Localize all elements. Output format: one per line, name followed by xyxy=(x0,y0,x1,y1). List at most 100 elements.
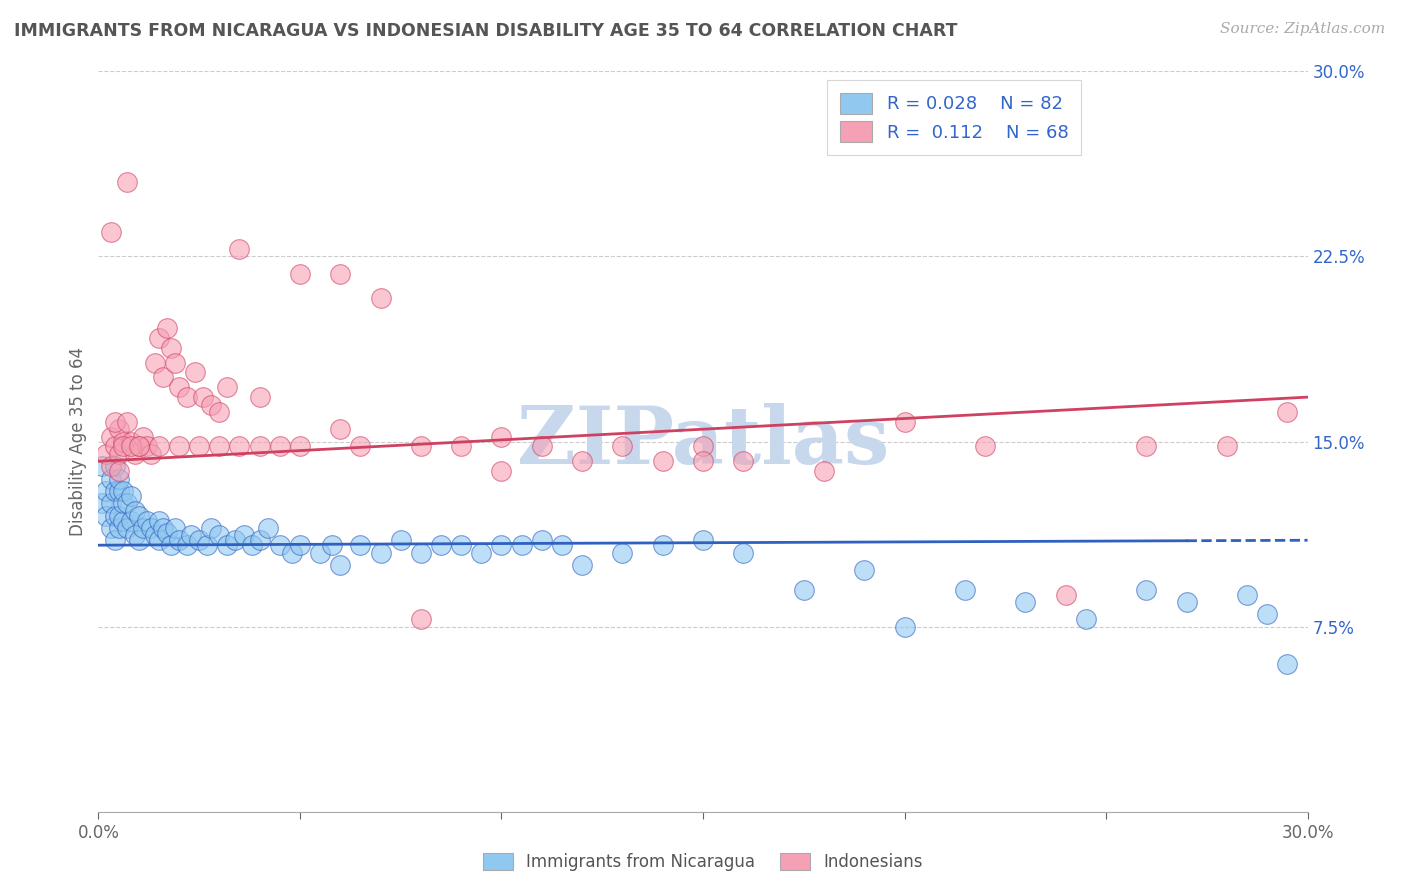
Point xyxy=(195,538,218,552)
Point xyxy=(107,464,129,478)
Point xyxy=(491,429,513,443)
Point xyxy=(180,528,202,542)
Point xyxy=(152,370,174,384)
Point xyxy=(651,538,673,552)
Point xyxy=(135,514,157,528)
Point xyxy=(139,521,162,535)
Point xyxy=(143,355,166,369)
Point xyxy=(692,440,714,454)
Point xyxy=(470,546,492,560)
Point xyxy=(893,415,915,429)
Point xyxy=(288,267,311,281)
Point xyxy=(100,225,122,239)
Point xyxy=(450,440,472,454)
Point xyxy=(96,508,118,523)
Point xyxy=(111,496,134,510)
Point xyxy=(612,440,634,454)
Point xyxy=(249,390,271,404)
Text: ZIPatlas: ZIPatlas xyxy=(517,402,889,481)
Point xyxy=(107,483,129,498)
Point xyxy=(100,459,122,474)
Point xyxy=(139,447,162,461)
Point xyxy=(269,538,291,552)
Point xyxy=(115,415,138,429)
Point xyxy=(1277,657,1299,671)
Point xyxy=(103,508,125,523)
Point xyxy=(288,440,311,454)
Point xyxy=(510,538,533,552)
Point xyxy=(163,355,186,369)
Point xyxy=(193,390,215,404)
Point xyxy=(100,471,122,485)
Point xyxy=(128,508,150,523)
Point xyxy=(163,521,186,535)
Point xyxy=(120,514,142,528)
Point xyxy=(1014,595,1036,609)
Point xyxy=(91,496,114,510)
Point xyxy=(974,440,997,454)
Point xyxy=(184,366,207,380)
Point xyxy=(651,454,673,468)
Point xyxy=(120,434,142,449)
Point xyxy=(200,521,222,535)
Point xyxy=(132,429,155,443)
Point xyxy=(188,533,211,548)
Point xyxy=(167,533,190,548)
Point xyxy=(208,528,231,542)
Point xyxy=(370,546,392,560)
Point xyxy=(953,582,976,597)
Point xyxy=(249,533,271,548)
Point xyxy=(571,454,593,468)
Point xyxy=(217,380,239,394)
Point xyxy=(103,459,125,474)
Point xyxy=(128,440,150,454)
Point xyxy=(793,582,815,597)
Point xyxy=(148,440,170,454)
Point xyxy=(107,422,129,436)
Point xyxy=(1236,588,1258,602)
Point xyxy=(143,528,166,542)
Point xyxy=(167,380,190,394)
Point xyxy=(430,538,453,552)
Point xyxy=(228,242,250,256)
Point xyxy=(111,514,134,528)
Point xyxy=(240,538,263,552)
Point xyxy=(733,454,755,468)
Point xyxy=(288,538,311,552)
Point xyxy=(96,483,118,498)
Point xyxy=(176,538,198,552)
Point xyxy=(103,415,125,429)
Point xyxy=(692,454,714,468)
Point xyxy=(115,175,138,190)
Point xyxy=(813,464,835,478)
Point xyxy=(1277,405,1299,419)
Point xyxy=(409,546,432,560)
Point xyxy=(256,521,278,535)
Point xyxy=(612,546,634,560)
Point xyxy=(152,521,174,535)
Point xyxy=(135,440,157,454)
Point xyxy=(1135,440,1157,454)
Point xyxy=(124,503,146,517)
Point xyxy=(551,538,574,552)
Point xyxy=(167,440,190,454)
Point xyxy=(530,440,553,454)
Point xyxy=(224,533,246,548)
Point xyxy=(156,321,179,335)
Point xyxy=(1175,595,1198,609)
Point xyxy=(1256,607,1278,622)
Point xyxy=(132,521,155,535)
Point xyxy=(1054,588,1077,602)
Point xyxy=(692,533,714,548)
Point xyxy=(103,440,125,454)
Point xyxy=(349,538,371,552)
Point xyxy=(450,538,472,552)
Point xyxy=(188,440,211,454)
Point xyxy=(100,521,122,535)
Point xyxy=(249,440,271,454)
Point xyxy=(733,546,755,560)
Point xyxy=(321,538,343,552)
Point xyxy=(1216,440,1239,454)
Point xyxy=(309,546,332,560)
Point xyxy=(111,434,134,449)
